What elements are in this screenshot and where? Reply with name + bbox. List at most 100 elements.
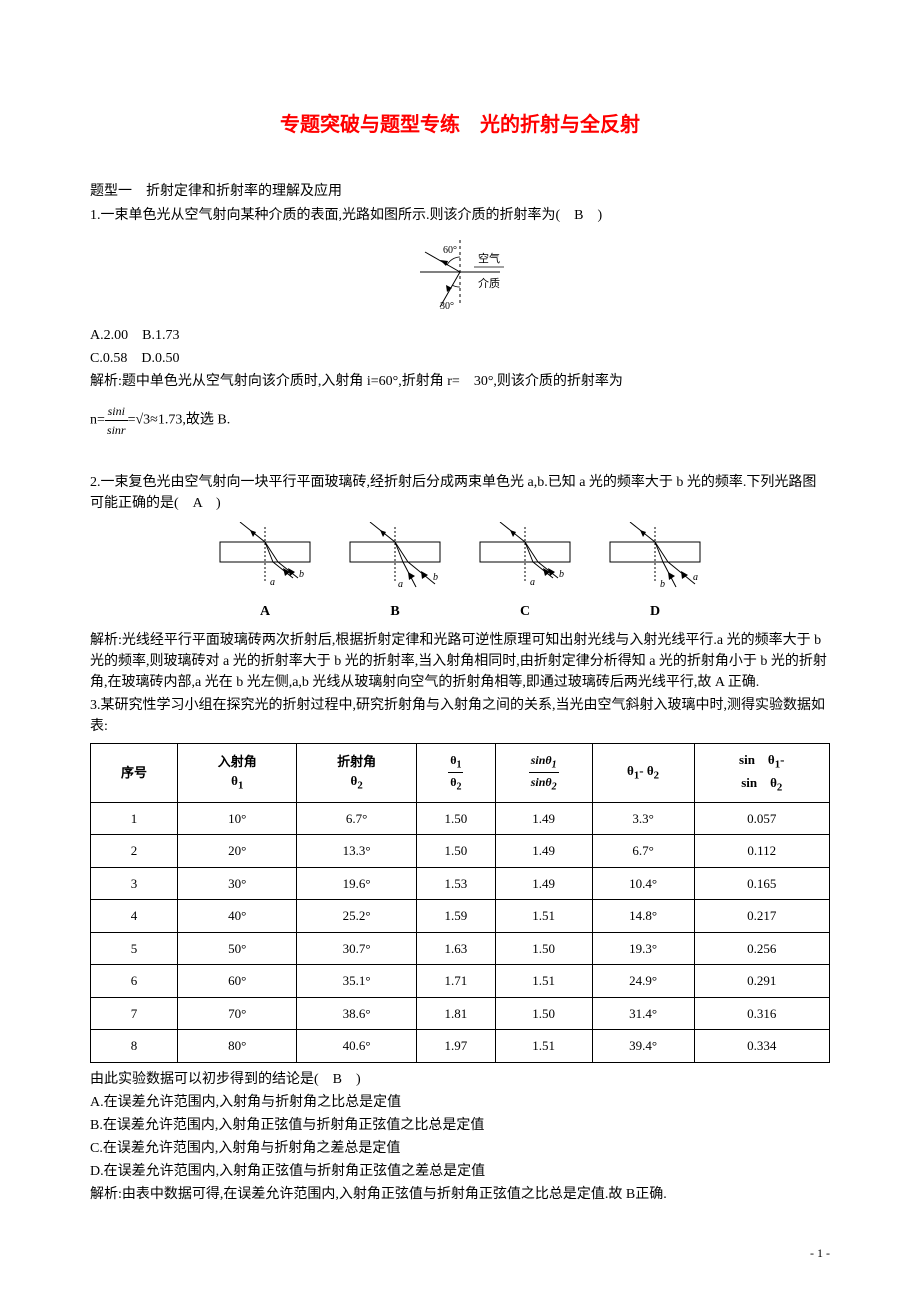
table-cell: 19.3° xyxy=(592,932,694,965)
th-diff-theta: θ1- θ2 xyxy=(592,744,694,803)
table-row: 770°38.6°1.811.5031.4°0.316 xyxy=(91,997,830,1030)
table-cell: 60° xyxy=(178,965,297,998)
table-cell: 0.057 xyxy=(694,802,829,835)
table-cell: 1.51 xyxy=(495,965,592,998)
table-cell: 1 xyxy=(91,802,178,835)
table-cell: 10° xyxy=(178,802,297,835)
q1-air: 空气 xyxy=(478,251,500,265)
q2-explain: 解析:光线经平行平面玻璃砖两次折射后,根据折射定律和光路可逆性原理可知出射光线与… xyxy=(90,630,830,693)
svg-text:b: b xyxy=(433,572,438,583)
q1-fraction: sinisinr xyxy=(105,402,128,439)
table-cell: 0.256 xyxy=(694,932,829,965)
table-cell: 0.334 xyxy=(694,1030,829,1063)
q1-frac-num: sini xyxy=(105,402,128,421)
table-cell: 1.59 xyxy=(416,900,495,933)
section-1-heading: 题型一 折射定律和折射率的理解及应用 xyxy=(90,180,830,201)
q2-fig-d: b a D xyxy=(605,522,705,622)
table-cell: 1.53 xyxy=(416,867,495,900)
table-cell: 0.291 xyxy=(694,965,829,998)
table-cell: 25.2° xyxy=(297,900,416,933)
q2-fig-a: a b A xyxy=(215,522,315,622)
table-cell: 39.4° xyxy=(592,1030,694,1063)
th-incident: 入射角 θ1 xyxy=(178,744,297,803)
table-cell: 1.49 xyxy=(495,802,592,835)
q1-n-eq: n= xyxy=(90,413,105,428)
q3-opt-b: B.在误差允许范围内,入射角正弦值与折射角正弦值之比总是定值 xyxy=(90,1115,830,1136)
q1-angle-30: 30° xyxy=(440,301,454,312)
table-cell: 0.165 xyxy=(694,867,829,900)
doc-title: 专题突破与题型专练 光的折射与全反射 xyxy=(90,110,830,140)
table-cell: 19.6° xyxy=(297,867,416,900)
page-number: - 1 - xyxy=(810,1244,830,1262)
q3-intro: 3.某研究性学习小组在探究光的折射过程中,研究折射角与入射角之间的关系,当光由空… xyxy=(90,695,830,737)
table-cell: 70° xyxy=(178,997,297,1030)
table-cell: 1.71 xyxy=(416,965,495,998)
q1-expl-tail: =√3≈1.73,故选 B. xyxy=(128,413,231,428)
q2-prompt: 2.一束复色光由空气射向一块平行平面玻璃砖,经折射后分成两束单色光 a,b.已知… xyxy=(90,472,830,514)
th-refract-a: 折射角 xyxy=(337,754,376,769)
table-cell: 1.81 xyxy=(416,997,495,1030)
table-cell: 50° xyxy=(178,932,297,965)
table-cell: 30° xyxy=(178,867,297,900)
table-cell: 31.4° xyxy=(592,997,694,1030)
table-cell: 1.50 xyxy=(416,802,495,835)
th-diff-sin: sin θ1-sin θ2 xyxy=(694,744,829,803)
table-cell: 3 xyxy=(91,867,178,900)
svg-text:a: a xyxy=(530,577,535,588)
table-row: 880°40.6°1.971.5139.4°0.334 xyxy=(91,1030,830,1063)
table-header-row: 序号 入射角 θ1 折射角 θ2 θ1θ2 sinθ1sinθ2 θ1- θ2 xyxy=(91,744,830,803)
th-incident-a: 入射角 xyxy=(218,754,257,769)
table-cell: 6.7° xyxy=(297,802,416,835)
table-cell: 40.6° xyxy=(297,1030,416,1063)
svg-text:a: a xyxy=(398,579,403,590)
table-cell: 80° xyxy=(178,1030,297,1063)
table-cell: 20° xyxy=(178,835,297,868)
q2-lbl-a: A xyxy=(215,601,315,622)
th-index: 序号 xyxy=(91,744,178,803)
table-cell: 5 xyxy=(91,932,178,965)
q1-explain-a: 解析:题中单色光从空气射向该介质时,入射角 i=60°,折射角 r= 30°,则… xyxy=(90,371,830,392)
table-cell: 35.1° xyxy=(297,965,416,998)
table-cell: 24.9° xyxy=(592,965,694,998)
table-cell: 1.51 xyxy=(495,900,592,933)
svg-text:b: b xyxy=(299,569,304,580)
table-row: 330°19.6°1.531.4910.4°0.165 xyxy=(91,867,830,900)
q2-lbl-c: C xyxy=(475,601,575,622)
th-ratio-theta: θ1θ2 xyxy=(416,744,495,803)
q1-angle-60: 60° xyxy=(443,245,457,256)
q2-fig-c: a b C xyxy=(475,522,575,622)
q3-opt-c: C.在误差允许范围内,入射角与折射角之差总是定值 xyxy=(90,1138,830,1159)
q1-opts-cd: C.0.58 D.0.50 xyxy=(90,348,830,369)
table-cell: 1.50 xyxy=(416,835,495,868)
q1-opts-ab: A.2.00 B.1.73 xyxy=(90,325,830,346)
q3-opt-a: A.在误差允许范围内,入射角与折射角之比总是定值 xyxy=(90,1092,830,1113)
table-cell: 7 xyxy=(91,997,178,1030)
th-ratio-sin: sinθ1sinθ2 xyxy=(495,744,592,803)
q3-table: 序号 入射角 θ1 折射角 θ2 θ1θ2 sinθ1sinθ2 θ1- θ2 xyxy=(90,743,830,1063)
q1-figure: 60° 30° 空气 介质 xyxy=(90,232,830,319)
table-cell: 6 xyxy=(91,965,178,998)
table-cell: 1.51 xyxy=(495,1030,592,1063)
table-cell: 0.316 xyxy=(694,997,829,1030)
q1-prompt: 1.一束单色光从空气射向某种介质的表面,光路如图所示.则该介质的折射率为( B … xyxy=(90,205,830,226)
q2-lbl-d: D xyxy=(605,601,705,622)
table-row: 110°6.7°1.501.493.3°0.057 xyxy=(91,802,830,835)
table-cell: 1.49 xyxy=(495,867,592,900)
svg-text:a: a xyxy=(693,572,698,583)
q2-lbl-b: B xyxy=(345,601,445,622)
table-cell: 0.112 xyxy=(694,835,829,868)
table-cell: 6.7° xyxy=(592,835,694,868)
table-row: 440°25.2°1.591.5114.8°0.217 xyxy=(91,900,830,933)
table-cell: 3.3° xyxy=(592,802,694,835)
svg-text:b: b xyxy=(660,579,665,590)
page: 专题突破与题型专练 光的折射与全反射 题型一 折射定律和折射率的理解及应用 1.… xyxy=(0,0,920,1302)
q2-fig-b: a b B xyxy=(345,522,445,622)
table-cell: 1.63 xyxy=(416,932,495,965)
table-cell: 13.3° xyxy=(297,835,416,868)
th-incident-b: θ xyxy=(231,773,238,788)
table-cell: 1.97 xyxy=(416,1030,495,1063)
table-cell: 10.4° xyxy=(592,867,694,900)
table-cell: 14.8° xyxy=(592,900,694,933)
table-cell: 1.49 xyxy=(495,835,592,868)
q3-post: 由此实验数据可以初步得到的结论是( B ) xyxy=(90,1069,830,1090)
